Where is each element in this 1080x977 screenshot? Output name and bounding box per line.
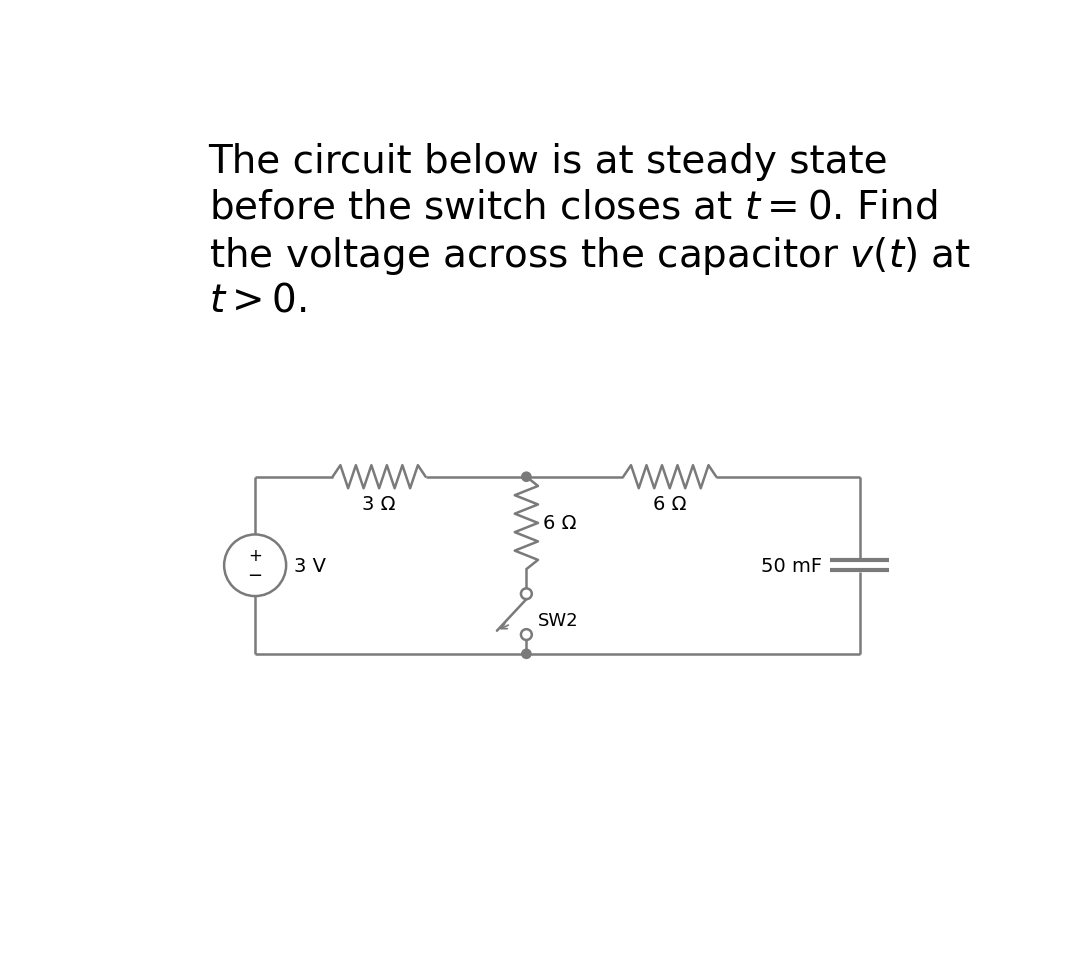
Text: the voltage across the capacitor $v(t)$ at: the voltage across the capacitor $v(t)$ … bbox=[208, 234, 971, 276]
Text: 50 mF: 50 mF bbox=[761, 556, 823, 575]
Text: 6 Ω: 6 Ω bbox=[653, 494, 687, 513]
Text: 3 V: 3 V bbox=[294, 556, 326, 575]
Text: before the switch closes at $t = 0$. Find: before the switch closes at $t = 0$. Fin… bbox=[208, 189, 937, 227]
Text: +: + bbox=[248, 547, 262, 565]
Text: 6 Ω: 6 Ω bbox=[543, 514, 577, 532]
Circle shape bbox=[522, 650, 531, 658]
Text: −: − bbox=[247, 567, 262, 584]
Circle shape bbox=[522, 473, 531, 482]
Text: The circuit below is at steady state: The circuit below is at steady state bbox=[208, 143, 888, 181]
Text: 3 Ω: 3 Ω bbox=[363, 494, 396, 513]
Text: SW2: SW2 bbox=[538, 612, 579, 630]
Text: $t > 0$.: $t > 0$. bbox=[208, 281, 307, 319]
